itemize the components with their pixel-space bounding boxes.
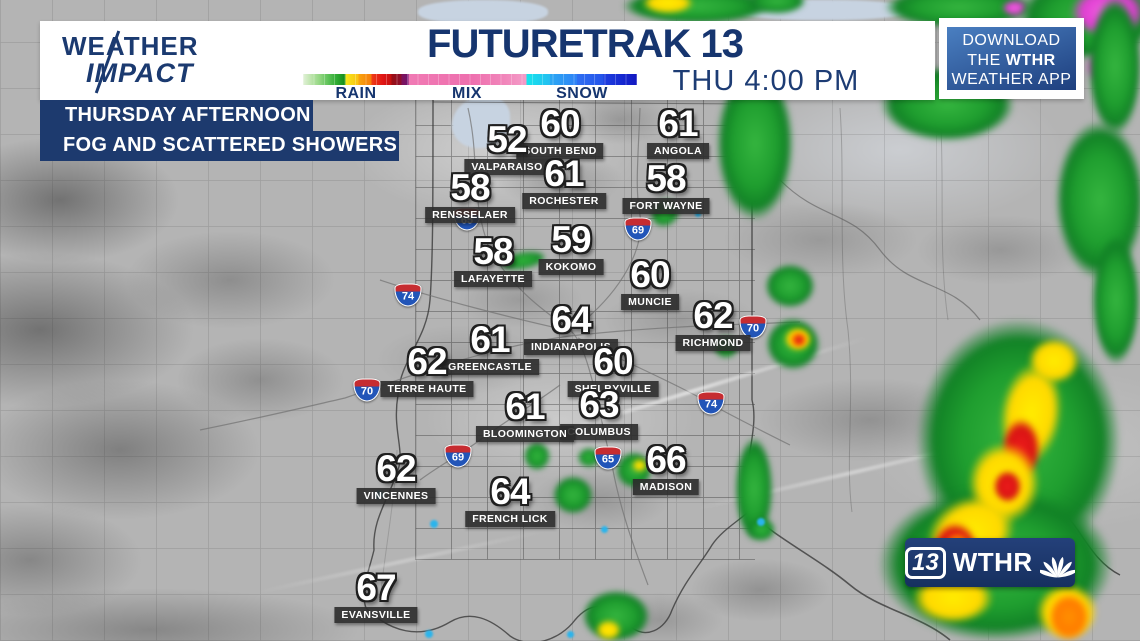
lake-shore-nw-indiana	[452, 96, 510, 148]
station-temp: 64	[551, 299, 591, 340]
station-city-label: EVANSVILLE	[334, 607, 418, 624]
station-temp: 63	[579, 384, 619, 425]
interstate-number: 74	[704, 398, 718, 411]
station-lafayette: 58 LAFAYETTE	[454, 231, 532, 288]
station-city-label: LAFAYETTE	[454, 271, 532, 288]
station-city-label: MADISON	[632, 479, 700, 496]
station-bloomington: 61 BLOOMINGTON	[475, 386, 575, 443]
header-bar: WEATHER IMPACT FUTURETRAK 13 RAIN MIX SN…	[40, 21, 935, 102]
station-city-label: FRENCH LICK	[465, 511, 555, 528]
station-temp: 52	[487, 119, 527, 160]
download-line3: WEATHER APP	[951, 71, 1072, 89]
interstate-number: 69	[451, 451, 465, 464]
banner-line1: THURSDAY AFTERNOON	[40, 100, 313, 131]
legend-label-rain: RAIN	[335, 85, 377, 102]
interstate-65-shield: 65	[594, 446, 622, 470]
station-temp: 67	[356, 567, 396, 608]
station-city-label: ROCHESTER	[522, 193, 606, 210]
interstate-number: 70	[360, 385, 374, 398]
station-city-label: SHELBYVILLE	[567, 381, 659, 398]
station-city-label: RENSSELAER	[425, 207, 515, 224]
station-valparaiso: 52 VALPARAISO	[464, 119, 550, 176]
station-city-label: KOKOMO	[538, 259, 604, 276]
station-temp: 58	[473, 231, 513, 272]
interstate-number: 70	[746, 322, 760, 335]
station-temp: 61	[658, 103, 698, 144]
station-fort-wayne: 58 FORT WAYNE	[622, 158, 710, 215]
station-temp: 62	[693, 295, 733, 336]
station-evansville: 67 EVANSVILLE	[334, 567, 418, 624]
station-greencastle: 61 GREENCASTLE	[441, 319, 539, 376]
station-city-label: MUNCIE	[621, 294, 679, 311]
station-temp: 61	[470, 319, 510, 360]
station-madison: 66 MADISON	[632, 439, 700, 496]
download-line2-pre: THE	[967, 51, 1006, 69]
interstate-number: 69	[631, 224, 645, 237]
station-rensselaer: 58 RENSSELAER	[425, 167, 515, 224]
station-french-lick: 64 FRENCH LICK	[465, 471, 555, 528]
station-city-label: GREENCASTLE	[441, 359, 539, 376]
download-line1: DOWNLOAD	[962, 32, 1061, 49]
station-logo: 13 WTHR	[905, 538, 1075, 587]
station-terre-haute: 62 TERRE HAUTE	[380, 341, 474, 398]
interstate-number: 74	[401, 290, 415, 303]
station-callsign: WTHR	[952, 547, 1033, 577]
station-number: 13	[905, 546, 946, 579]
station-south-bend: 60 SOUTH BEND	[516, 103, 604, 160]
station-shelbyville: 60 SHELBYVILLE	[567, 341, 659, 398]
station-city-label: COLUMBUS	[560, 424, 638, 441]
legend-label-snow: SNOW	[556, 85, 608, 102]
station-richmond: 62 RICHMOND	[675, 295, 751, 352]
station-rochester: 61 ROCHESTER	[522, 153, 606, 210]
station-vincennes: 62 VINCENNES	[356, 448, 436, 505]
station-temp: 62	[376, 448, 416, 489]
station-temp: 58	[450, 167, 490, 208]
lake-michigan	[418, 0, 548, 24]
page-title: FUTURETRAK 13	[427, 22, 744, 66]
station-temp: 61	[505, 386, 545, 427]
station-temp: 66	[646, 439, 686, 480]
station-temp: 60	[540, 103, 580, 144]
station-temp: 61	[544, 153, 584, 194]
station-city-label: VINCENNES	[356, 488, 436, 505]
logo-line1: WEATHER	[62, 31, 199, 61]
banner-line2: FOG AND SCATTERED SHOWERS	[40, 131, 399, 161]
download-line2-bold: WTHR	[1005, 51, 1056, 69]
station-city-label: FORT WAYNE	[622, 198, 710, 215]
station-city-label: INDIANAPOLIS	[523, 339, 619, 356]
station-city-label: ANGOLA	[647, 143, 709, 160]
nbc-peacock-icon	[1039, 556, 1075, 577]
station-city-label: BLOOMINGTON	[475, 426, 575, 443]
station-temp: 64	[490, 471, 530, 512]
station-city-label: RICHMOND	[675, 335, 751, 352]
station-indianapolis: 64 INDIANAPOLIS	[523, 299, 619, 356]
station-angola: 61 ANGOLA	[647, 103, 709, 160]
station-temp: 58	[646, 158, 686, 199]
station-temp: 62	[407, 341, 447, 382]
station-temp: 59	[551, 219, 591, 260]
station-temp: 60	[630, 254, 670, 295]
legend-label-mix: MIX	[452, 85, 482, 102]
interstate-number: 65	[601, 453, 615, 466]
station-muncie: 60 MUNCIE	[621, 254, 679, 311]
station-temp: 60	[593, 341, 633, 382]
station-city-label: VALPARAISO	[464, 159, 550, 176]
station-columbus: 63 COLUMBUS	[560, 384, 638, 441]
precip-legend-colorbar	[303, 74, 637, 85]
station-city-label: SOUTH BEND	[516, 143, 604, 160]
weather-impact-logo: WEATHER IMPACT	[62, 30, 199, 94]
download-app-button[interactable]: DOWNLOAD THE WTHR WEATHER APP	[947, 27, 1076, 90]
download-app-panel: DOWNLOAD THE WTHR WEATHER APP	[939, 18, 1084, 99]
forecast-timestamp: THU 4:00 PM	[672, 65, 860, 97]
station-kokomo: 59 KOKOMO	[538, 219, 604, 276]
station-city-label: TERRE HAUTE	[380, 381, 474, 398]
